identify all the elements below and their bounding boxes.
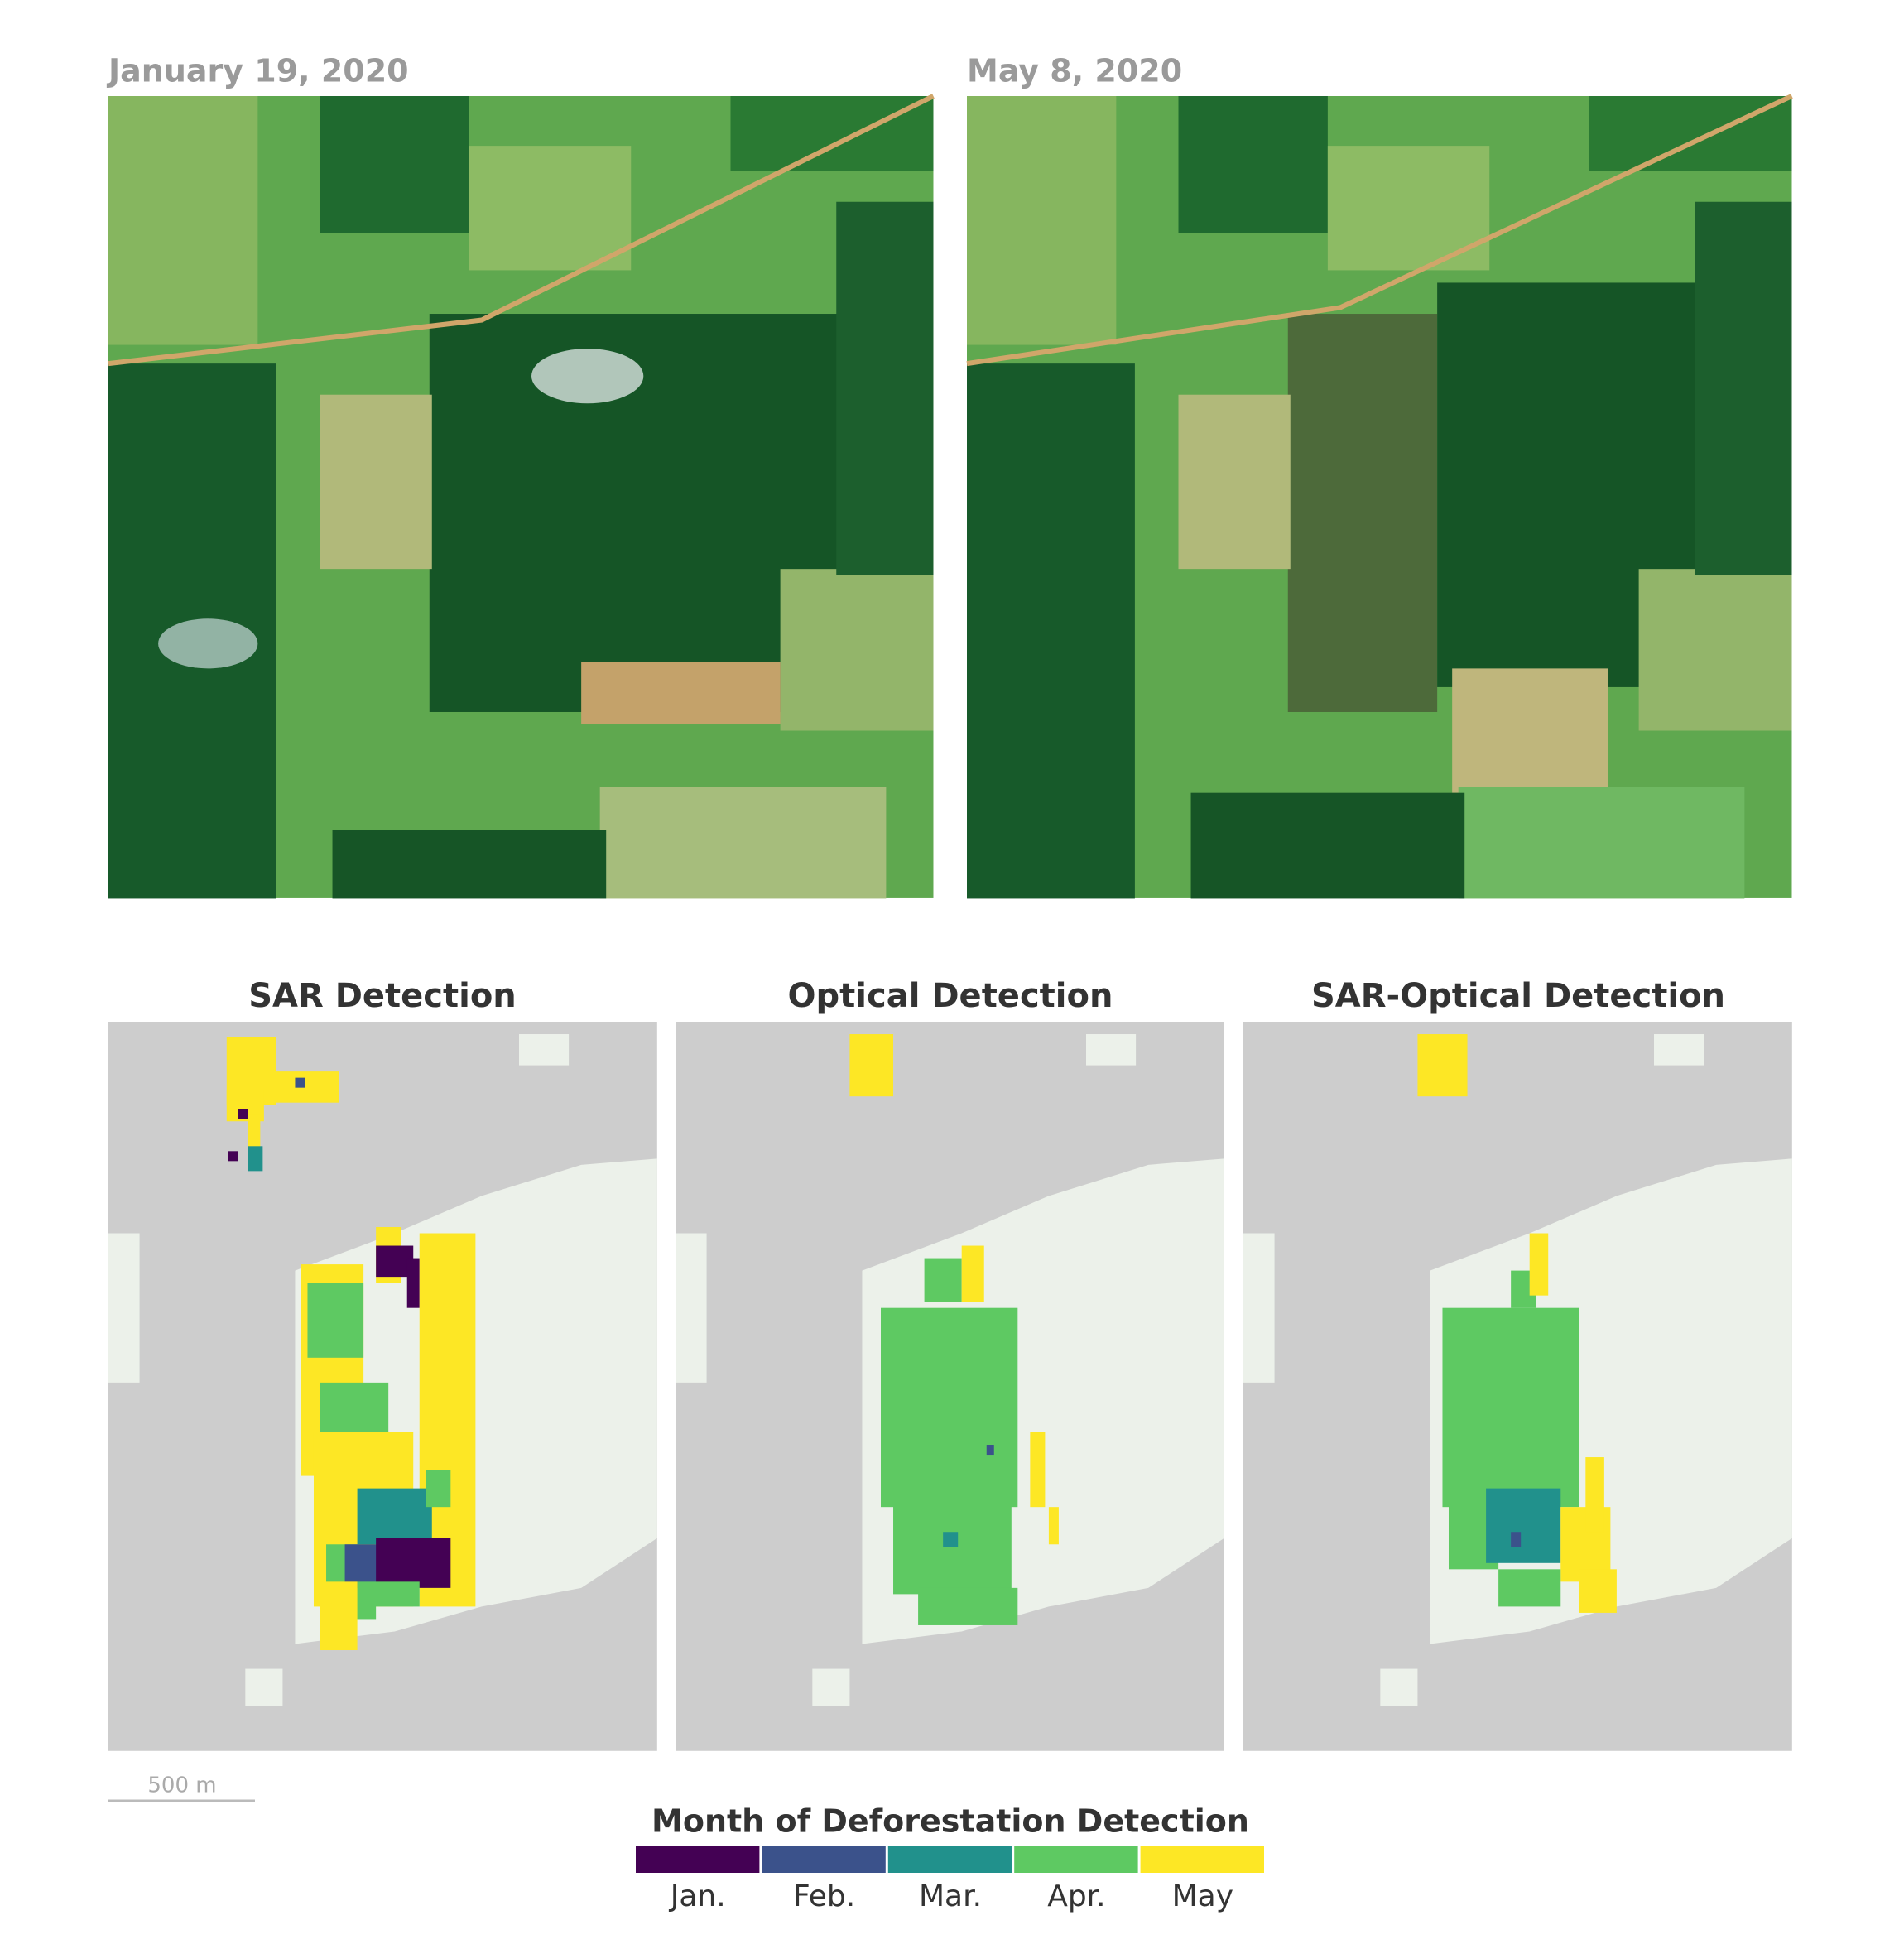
forest-area bbox=[676, 1233, 707, 1383]
detection-patch bbox=[1486, 1488, 1561, 1563]
detection-map bbox=[1243, 1022, 1792, 1751]
forest-area bbox=[1653, 1034, 1704, 1066]
detection-patch bbox=[918, 1587, 1018, 1625]
detection-patch bbox=[943, 1532, 959, 1547]
forest-area bbox=[518, 1034, 570, 1066]
detection-patch bbox=[1511, 1532, 1522, 1547]
forest-area bbox=[1243, 1233, 1275, 1383]
detection-patch bbox=[406, 1258, 420, 1308]
legend-title: Month of Deforestation Detection bbox=[651, 1803, 1249, 1840]
detection-maps bbox=[108, 1022, 1792, 1751]
detection-patch bbox=[880, 1307, 1018, 1508]
forest-area bbox=[108, 1233, 140, 1383]
detection-patch bbox=[307, 1283, 364, 1358]
panel-title: Optical Detection bbox=[788, 977, 1113, 1015]
legend-swatch bbox=[762, 1846, 886, 1873]
satellite-image bbox=[108, 94, 935, 899]
detection-patch bbox=[1030, 1432, 1046, 1508]
detection-patch bbox=[961, 1245, 984, 1302]
detection-patch bbox=[1417, 1034, 1468, 1097]
detection-patch bbox=[228, 1151, 238, 1162]
detection-patch bbox=[1585, 1457, 1604, 1533]
detection-patch bbox=[295, 1077, 305, 1088]
detection-patch bbox=[357, 1581, 420, 1607]
detection-map bbox=[676, 1022, 1224, 1751]
legend-label: Feb. bbox=[793, 1879, 855, 1913]
legend-label: May bbox=[1172, 1879, 1233, 1913]
forest-area bbox=[1380, 1668, 1418, 1706]
legend-swatch bbox=[636, 1846, 760, 1873]
satellite-image bbox=[966, 94, 1793, 899]
image-date: May 8, 2020 bbox=[967, 53, 1182, 89]
legend-swatch bbox=[1014, 1846, 1138, 1873]
legend-label: Mar. bbox=[919, 1879, 982, 1913]
detection-patch bbox=[1529, 1233, 1549, 1296]
legend-swatch bbox=[1140, 1846, 1264, 1873]
image-date: January 19, 2020 bbox=[106, 53, 409, 89]
detection-patch bbox=[238, 1109, 248, 1119]
detection-patch bbox=[320, 1382, 389, 1432]
panel-title: SAR-Optical Detection bbox=[1311, 977, 1725, 1015]
detection-patch bbox=[1048, 1507, 1059, 1545]
detection-patch bbox=[986, 1445, 994, 1456]
panel-title: SAR Detection bbox=[248, 977, 517, 1015]
detection-patch bbox=[1579, 1569, 1617, 1613]
detection-patch bbox=[924, 1258, 962, 1302]
detection-patch bbox=[320, 1581, 358, 1651]
legend-swatch bbox=[887, 1846, 1012, 1873]
legend: Jan. Feb. Mar. Apr. May bbox=[636, 1846, 1264, 1913]
detection-patch bbox=[376, 1538, 451, 1588]
detection-patch bbox=[426, 1470, 451, 1508]
detection-map bbox=[108, 1022, 657, 1751]
forest-area bbox=[245, 1668, 283, 1706]
legend-label: Apr. bbox=[1047, 1879, 1105, 1913]
detection-patch bbox=[1442, 1307, 1579, 1508]
detection-patch bbox=[357, 1488, 432, 1545]
detection-patch bbox=[849, 1034, 894, 1097]
forest-area bbox=[1085, 1034, 1137, 1066]
detection-patch bbox=[276, 1071, 339, 1103]
legend-label: Jan. bbox=[669, 1879, 726, 1913]
forest-area bbox=[812, 1668, 850, 1706]
detection-patch bbox=[248, 1146, 263, 1172]
detection-patch bbox=[1498, 1569, 1561, 1607]
scale-label: 500 m bbox=[147, 1774, 216, 1798]
